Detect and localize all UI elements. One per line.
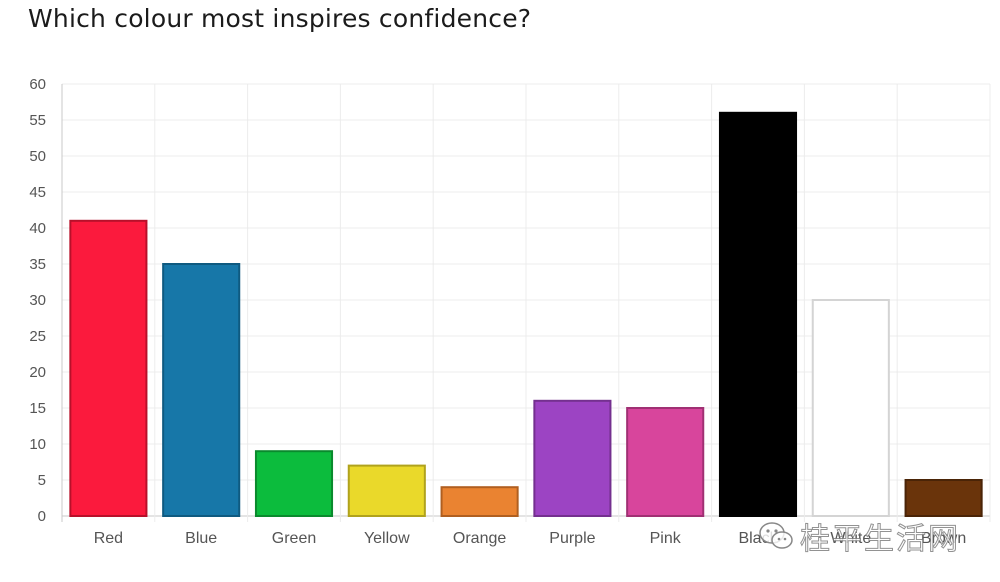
x-tick-label: Blue [185, 530, 217, 547]
y-tick-label: 45 [29, 184, 46, 201]
y-tick-label: 0 [38, 508, 46, 525]
y-tick-label: 60 [29, 76, 46, 93]
bar-green [254, 450, 334, 518]
y-tick-label: 25 [29, 328, 46, 345]
y-tick-label: 35 [29, 256, 46, 273]
x-tick-label: Red [94, 530, 123, 547]
x-tick-label: Pink [650, 530, 682, 547]
y-tick-label: 40 [29, 220, 46, 237]
x-tick-label: Green [272, 530, 316, 547]
chart-title: Which colour most inspires confidence? [28, 4, 532, 33]
x-tick-label: White [830, 530, 871, 547]
y-tick-label: 20 [29, 364, 46, 381]
bar-brown [904, 479, 983, 517]
bar-pink [626, 407, 705, 517]
watermark-text: 桂平生活网 [800, 522, 960, 558]
x-tick-label: Yellow [364, 530, 410, 547]
x-tick-label: Brown [921, 530, 966, 547]
wechat-icon [759, 522, 793, 549]
y-tick-label: 55 [29, 112, 46, 129]
x-tick-label: Purple [549, 530, 595, 547]
bar-blue [162, 263, 241, 517]
bar-white [811, 299, 890, 517]
bar-orange [440, 486, 519, 518]
y-tick-label: 15 [29, 400, 46, 417]
y-tick-label: 10 [29, 436, 46, 453]
y-tick-label: 50 [29, 148, 46, 165]
x-tick-label: Orange [453, 530, 506, 547]
bar-red [69, 219, 148, 518]
watermark: 桂平生活网 [756, 514, 970, 558]
y-tick-label: 5 [38, 472, 46, 489]
y-tick-label: 30 [29, 292, 46, 309]
bar-purple [533, 399, 612, 517]
bar-yellow [347, 464, 426, 518]
bar-black [718, 111, 798, 518]
